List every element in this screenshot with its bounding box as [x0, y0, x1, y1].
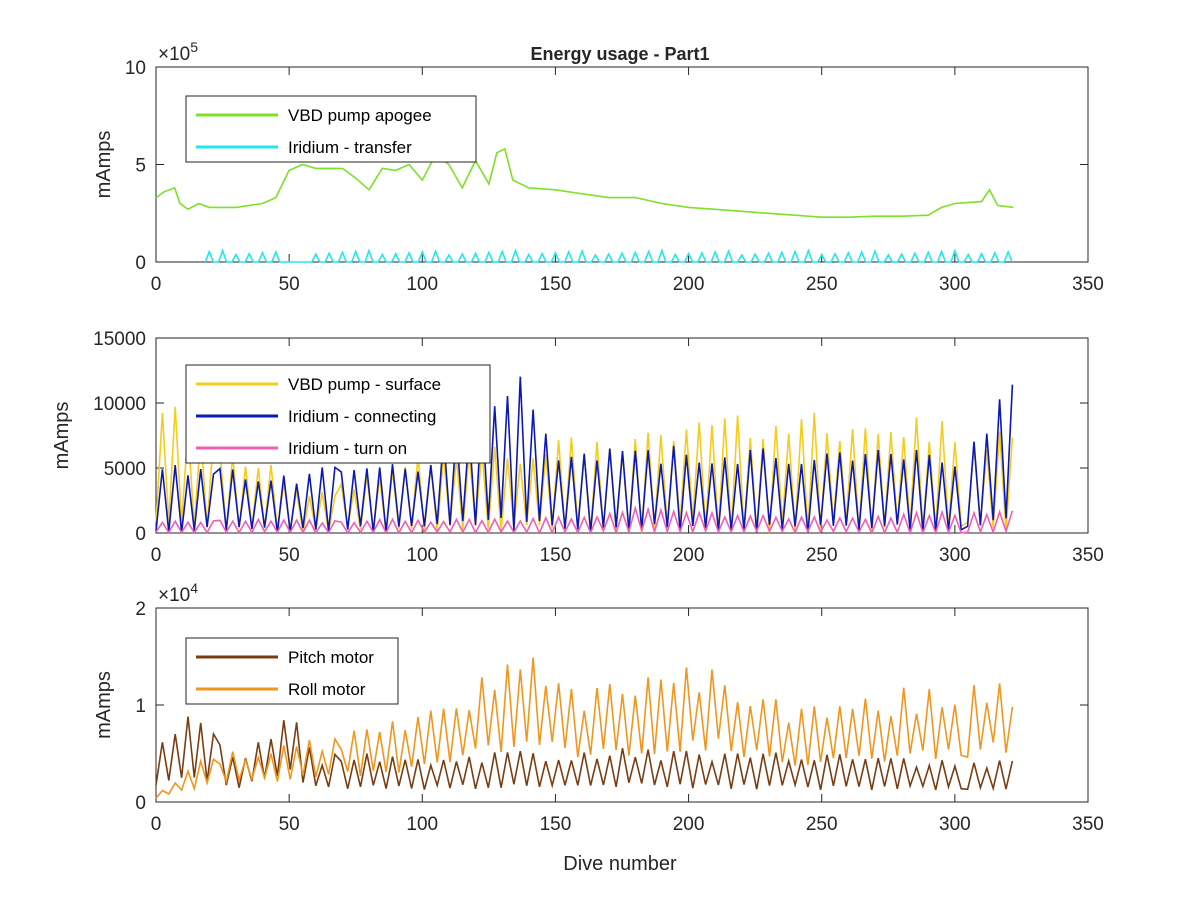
x-tick-label: 0: [151, 274, 162, 295]
series-line: [155, 657, 1014, 799]
x-axis-label: Dive number: [563, 853, 677, 875]
legend-label: Iridium - transfer: [288, 138, 412, 157]
series-line: [155, 505, 1014, 536]
x-tick-label: 150: [540, 814, 572, 835]
panel-2: 0 50 100 150 200 250 300 350 0 5000 10000 15000 mAmp…: [51, 329, 1104, 566]
legend: Pitch motor Roll motor: [185, 637, 399, 705]
series-line: [155, 376, 1014, 533]
x-tick-label: 300: [939, 274, 971, 295]
x-tick-label: 250: [806, 274, 838, 295]
x-tick-label: 300: [939, 545, 971, 566]
x-tick-label: 350: [1072, 814, 1104, 835]
x-tick-label: 0: [151, 814, 162, 835]
y-axis-label: mAmps: [93, 671, 115, 739]
x-tick-label: 200: [673, 545, 705, 566]
y-exponent-label: ×105: [158, 39, 198, 65]
series-line: [204, 248, 1013, 263]
x-tick-label: 50: [279, 814, 300, 835]
x-tick-label: 300: [939, 814, 971, 835]
panel-1: 0 50 100 150 200 250 300 350 0 5 10 ×105 mAmps VBD pu…: [93, 39, 1104, 295]
legend-box: [185, 95, 477, 163]
x-tick-label: 100: [406, 274, 438, 295]
legend-box: [185, 637, 399, 705]
legend-label: Iridium - turn on: [288, 439, 407, 458]
x-tick-label: 350: [1072, 545, 1104, 566]
legend-label: VBD pump - surface: [288, 375, 441, 394]
y-exponent-power: 5: [190, 39, 198, 55]
y-tick-label: 10: [125, 58, 146, 79]
legend-label: Pitch motor: [288, 648, 374, 667]
series-line: [155, 716, 1014, 792]
panel-3: 0 50 100 150 200 250 300 350 0 1 2 ×104 mAmps Pitch m…: [93, 580, 1104, 835]
legend: VBD pump apogee Iridium - transfer: [185, 95, 477, 163]
x-tick-label: 250: [806, 814, 838, 835]
series-line: [155, 147, 1014, 218]
x-tick-label: 200: [673, 274, 705, 295]
y-axis-label: mAmps: [51, 402, 73, 470]
legend-label: VBD pump apogee: [288, 106, 432, 125]
y-axis-label: mAmps: [93, 131, 115, 199]
y-tick-label: 0: [135, 253, 146, 274]
x-tick-label: 100: [406, 814, 438, 835]
legend-label: Iridium - connecting: [288, 407, 436, 426]
y-tick-label: 1: [135, 696, 146, 717]
legend-label: Roll motor: [288, 680, 366, 699]
x-tick-label: 50: [279, 274, 300, 295]
y-tick-label: 10000: [93, 394, 146, 415]
x-tick-label: 50: [279, 545, 300, 566]
x-tick-label: 150: [540, 545, 572, 566]
y-exponent-label: ×104: [158, 580, 198, 606]
x-tick-label: 150: [540, 274, 572, 295]
x-tick-label: 200: [673, 814, 705, 835]
x-tick-label: 0: [151, 545, 162, 566]
y-tick-label: 2: [135, 599, 146, 620]
x-tick-label: 350: [1072, 274, 1104, 295]
chart-title: Energy usage - Part1: [530, 44, 709, 64]
y-tick-label: 15000: [93, 329, 146, 350]
y-tick-label: 0: [135, 793, 146, 814]
y-tick-label: 5000: [104, 459, 146, 480]
y-tick-label: 5: [135, 156, 146, 177]
y-tick-label: 0: [135, 524, 146, 545]
y-exponent-power: 4: [190, 580, 198, 596]
x-tick-label: 250: [806, 545, 838, 566]
x-tick-label: 100: [406, 545, 438, 566]
legend: VBD pump - surface Iridium - connecting Ir…: [185, 364, 491, 464]
